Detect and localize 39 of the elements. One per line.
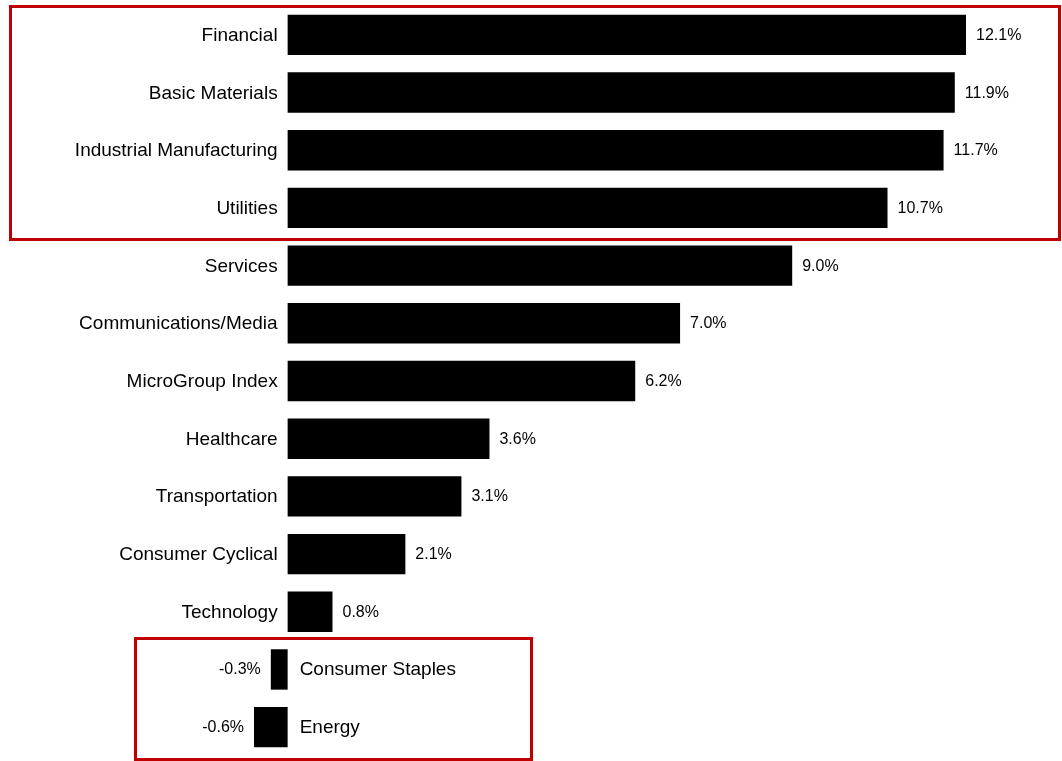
data-label: 0.8% — [342, 602, 379, 620]
y-tick-label: MicroGroup Index — [126, 370, 279, 391]
bar — [287, 418, 490, 459]
y-tick-label: Consumer Cyclical — [119, 543, 278, 565]
bar — [287, 476, 462, 517]
data-label: 9.0% — [802, 256, 839, 274]
y-tick-label: Healthcare — [185, 427, 278, 449]
data-label: 12.1% — [976, 25, 1022, 43]
bar — [287, 303, 681, 344]
data-label: 3.6% — [499, 429, 536, 447]
y-tick-label: Basic Materials — [148, 81, 278, 103]
data-label: 6.2% — [645, 372, 682, 389]
y-tick-label: Utilities — [216, 196, 278, 218]
data-label: 11.9% — [964, 83, 1009, 101]
data-label: 7.0% — [690, 314, 727, 332]
data-label: 2.1% — [415, 545, 452, 563]
y-tick-label: Consumer Staples — [299, 658, 456, 680]
y-tick-label: Energy — [299, 716, 361, 738]
data-label: -0.3% — [219, 660, 261, 678]
data-label: 11.7% — [953, 141, 998, 159]
y-tick-label: Industrial Manufacturing — [74, 139, 278, 161]
bar — [287, 533, 406, 575]
y-tick-label: Transportation — [155, 485, 278, 507]
data-label: 10.7% — [897, 198, 943, 216]
bar — [287, 591, 333, 632]
bar — [287, 245, 793, 286]
data-label: 3.1% — [471, 487, 508, 505]
y-tick-label: Financial — [201, 23, 278, 45]
bar — [287, 360, 636, 402]
data-label: -0.6% — [202, 718, 244, 736]
bar — [254, 706, 288, 748]
y-tick-label: Technology — [181, 600, 279, 622]
bar — [287, 72, 955, 113]
bar — [287, 130, 944, 171]
bar — [287, 14, 966, 56]
bar — [270, 649, 288, 690]
y-tick-label: Services — [204, 254, 278, 276]
y-tick-label: Communications/Media — [79, 312, 279, 334]
bar — [287, 187, 888, 229]
